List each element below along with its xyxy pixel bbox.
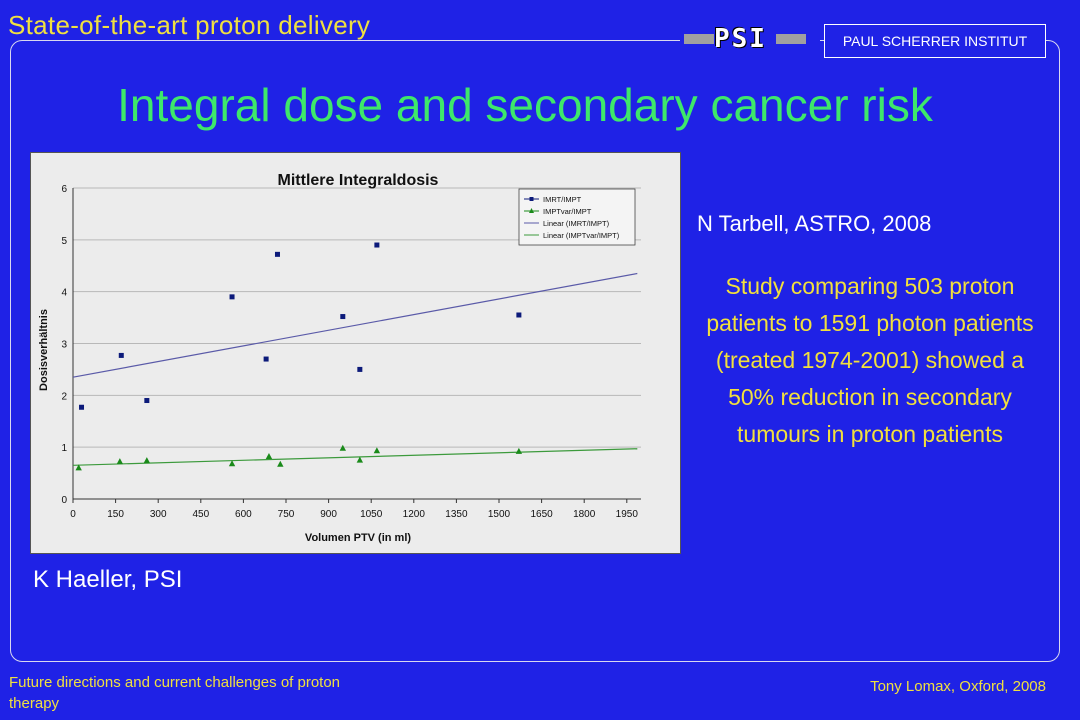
study-text: Study comparing 503 proton patients to 1… [706,273,1034,447]
footer-talk-title: Future directions and current challenges… [9,674,341,712]
legend-label: IMRT/IMPT [543,195,582,204]
chart-axes: 0 1 2 3 4 5 6 0 150 300 450 600 750 900 1050 1200 1350 15… [61,184,641,520]
x-tick-label: 1800 [573,509,596,520]
legend-box [518,188,636,246]
slide-title: Integral dose and secondary cancer risk [117,79,933,131]
x-tick-label: 1500 [488,509,511,520]
y-tick-label: 2 [61,391,67,402]
data-point-imrt-impt [118,352,124,358]
legend-label: Linear (IMPTvar/IMPT) [543,231,620,240]
data-point-imrt-impt [263,356,269,362]
data-point-imrt-impt [79,404,85,410]
trendline [72,272,638,378]
x-tick-label: 1950 [616,509,639,520]
institute-label: PAUL SCHERRER INSTITUT [824,24,1046,58]
logo-text: PSI [714,24,767,54]
data-point-imptvar-impt [515,447,523,454]
header-title: State-of-the-art proton delivery [8,10,371,40]
x-tick-label: 1350 [445,509,468,520]
x-tick-label: 450 [192,509,209,520]
chart-y-axis-label: Dosisverhältnis [38,309,50,391]
x-tick-label: 1050 [360,509,383,520]
y-tick-label: 0 [61,495,67,506]
data-point-imptvar-impt [356,456,364,463]
data-point-imptvar-impt [277,460,284,467]
data-point-imrt-impt [516,312,522,318]
data-point-imrt-impt [229,294,235,300]
y-tick-label: 5 [61,236,67,247]
chart-x-axis-label: Volumen PTV (in ml) [305,532,411,544]
x-tick-label: 750 [278,509,295,520]
data-point-imrt-impt [144,398,150,404]
y-tick-label: 6 [61,184,67,195]
chart-title: Mittlere Integraldosis [278,172,439,189]
legend-marker-square [529,197,534,201]
data-point-imptvar-impt [265,452,273,459]
logo-bar-right [776,34,806,44]
y-tick-label: 4 [61,288,67,299]
slide-frame [10,40,1060,662]
x-tick-label: 1200 [403,509,426,520]
chart-panel: 0 1 2 3 4 5 6 0 150 300 450 600 750 900 1050 1200 1350 15… [30,152,681,554]
x-tick-label: 900 [320,509,337,520]
x-tick-label: 1650 [530,509,553,520]
legend-marker-triangle [529,208,534,213]
data-point-imptvar-impt [228,460,236,467]
chart-points [75,242,523,471]
x-tick-label: 0 [70,509,76,520]
data-point-imrt-impt [274,251,280,257]
x-tick-label: 300 [150,509,167,520]
chart-legend: IMRT/IMPT IMPTvar/IMPT Linear (IMRT/IMPT) L… [518,188,636,246]
psi-logo: PSI [680,22,820,56]
y-tick-label: 1 [61,443,67,454]
logo-bar-left [684,34,714,44]
chart: 0 1 2 3 4 5 6 0 150 300 450 600 750 900 1050 1200 1350 15… [38,172,641,544]
data-point-imptvar-impt [339,444,346,451]
chart-trendlines [72,272,638,466]
data-point-imptvar-impt [143,457,151,464]
data-point-imptvar-impt [75,464,82,471]
footer-author: Tony Lomax, Oxford, 2008 [870,678,1046,695]
data-point-imptvar-impt [116,458,124,465]
trendline [72,448,638,466]
x-tick-label: 150 [107,509,124,520]
citation-tarbell: N Tarbell, ASTRO, 2008 [697,211,932,236]
x-tick-label: 600 [235,509,252,520]
data-point-imrt-impt [340,314,346,320]
legend-label: IMPTvar/IMPT [543,207,592,216]
citation-haeller: K Haeller, PSI [33,566,183,593]
data-point-imrt-impt [374,242,380,248]
data-point-imrt-impt [357,366,363,372]
data-point-imptvar-impt [373,447,381,454]
legend-label: Linear (IMRT/IMPT) [543,219,610,228]
y-tick-label: 3 [61,340,67,351]
